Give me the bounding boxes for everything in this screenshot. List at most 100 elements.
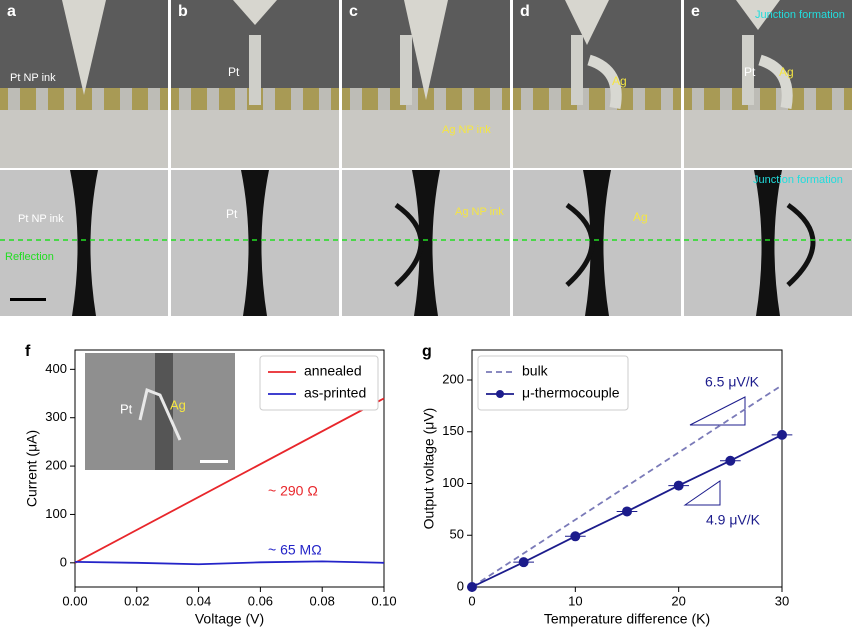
electrode-gap (378, 88, 390, 110)
y-tick-label: 150 (442, 423, 464, 438)
gap (754, 170, 782, 316)
stage (0, 92, 168, 168)
series-line (471, 384, 783, 588)
electrode-gap (804, 88, 816, 110)
stage (171, 92, 339, 168)
ag-arc (565, 202, 595, 287)
y-tick-label: 0 (60, 554, 67, 569)
y-tick-label: 300 (45, 409, 67, 424)
marker (673, 480, 684, 491)
electrode-gap (36, 88, 48, 110)
inset-wire (138, 387, 182, 441)
x-tick-label: 0.00 (62, 593, 87, 608)
electrode-gap (350, 88, 362, 110)
ag-wire (587, 54, 622, 109)
inset-label: Ag (170, 397, 186, 412)
electrode-gap (692, 88, 704, 110)
electrode-gap (720, 88, 732, 110)
x-tick-label: 0.10 (371, 593, 396, 608)
electrode-gap (633, 88, 645, 110)
note: Pt NP ink (18, 213, 64, 225)
x-axis-label: Temperature difference (K) (544, 611, 710, 627)
inset-electrode (155, 353, 173, 470)
stage (342, 92, 510, 168)
panel-label: g (422, 343, 432, 360)
electrode-gap (490, 88, 502, 110)
electrode-gap (120, 88, 132, 110)
electrode-gap (291, 88, 303, 110)
electrode-gap (8, 88, 20, 110)
electrode-band (513, 88, 681, 110)
ag-wire (758, 54, 793, 109)
electrode-gap (319, 88, 331, 110)
electrode-gap (148, 88, 160, 110)
electrode-gap (235, 88, 247, 110)
plot-frame (74, 349, 385, 588)
note: Ag NP ink (455, 206, 504, 218)
nozzle (233, 0, 277, 25)
ag-arc (786, 202, 816, 287)
x-axis-label: Voltage (V) (195, 611, 264, 627)
marker (725, 455, 736, 466)
marker (570, 531, 581, 542)
legend-box (259, 355, 379, 411)
legend-marker (496, 390, 504, 398)
series-line (74, 397, 385, 564)
scale-bar (10, 298, 46, 301)
electrode-gap (462, 88, 474, 110)
marker (777, 429, 787, 440)
x-tick-label: 20 (671, 593, 685, 608)
pt-wire (400, 35, 412, 105)
panel-label: f (25, 343, 31, 360)
y-tick-label: 100 (442, 475, 464, 490)
electrode-gap (434, 88, 446, 110)
note: Ag (633, 210, 648, 224)
legend-label: as-printed (304, 385, 366, 401)
electrode-gap (207, 88, 219, 110)
x-tick-label: 0.04 (186, 593, 211, 608)
note: Ag NP ink (442, 124, 491, 136)
y-tick-label: 50 (450, 527, 464, 542)
series-line (74, 560, 385, 566)
note: Junction formation (755, 9, 845, 21)
x-tick-label: 0.02 (124, 593, 149, 608)
gap (241, 170, 269, 316)
legend-label: annealed (304, 363, 362, 379)
y-tick-label: 0 (457, 578, 464, 593)
electrode-gap (64, 88, 76, 110)
annotation: 4.9 μV/K (706, 512, 761, 528)
pt-wire (571, 35, 583, 105)
gap (70, 170, 98, 316)
electrode-gap (832, 88, 844, 110)
note: Ag (612, 74, 627, 88)
note: Ag (779, 65, 794, 79)
annotation: ~ 65 MΩ (268, 542, 322, 558)
electrode-gap (92, 88, 104, 110)
ag-arc (394, 202, 424, 287)
nozzle (565, 0, 609, 45)
x-tick-label: 0.08 (310, 593, 335, 608)
note: Junction formation (753, 174, 843, 186)
panel-label: c (349, 3, 358, 20)
electrode-gap (263, 88, 275, 110)
y-tick-label: 100 (45, 506, 67, 521)
nozzle (404, 0, 448, 100)
panel-label: d (520, 3, 530, 20)
x-tick-label: 30 (775, 593, 789, 608)
y-axis-label: Output voltage (μV) (421, 408, 437, 530)
x-tick-label: 0.06 (248, 593, 273, 608)
gap (583, 170, 611, 316)
annotation: ~ 290 Ω (268, 483, 318, 499)
y-axis-label: Current (μA) (24, 430, 40, 507)
annotation: 6.5 μV/K (705, 374, 760, 390)
panels: a b c d e (0, 0, 852, 316)
legend-label: μ-thermocouple (522, 385, 620, 401)
electrode-gap (179, 88, 191, 110)
pt-wire (742, 35, 754, 105)
x-tick-label: 10 (568, 593, 582, 608)
pt-wire (249, 35, 261, 105)
note: Pt (226, 207, 238, 221)
inset-scale-bar (200, 460, 228, 463)
electrode-gap (661, 88, 673, 110)
nozzle (62, 0, 106, 95)
